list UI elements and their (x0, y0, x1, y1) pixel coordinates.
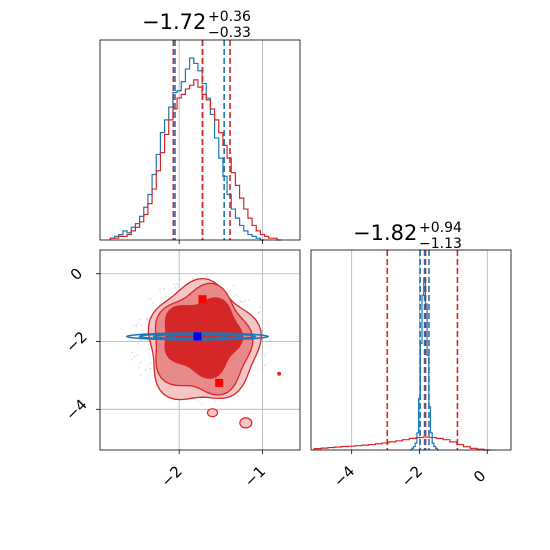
panel2-xtick-label-0: −2 (157, 462, 185, 490)
panel2-red-island (206, 408, 219, 418)
panel2-scatter-point (163, 287, 165, 290)
panel2-scatter-point (148, 348, 151, 351)
panel2-scatter-point (152, 302, 154, 305)
panel2-scatter-point (139, 339, 142, 342)
joint-density-panel: −2 −1 0 −2 −4 (62, 249, 301, 491)
panel3-series-1-step (313, 436, 491, 451)
panel2-scatter-point (135, 324, 138, 327)
panel2-scatter-point (243, 300, 246, 302)
panel2-scatter-point (234, 294, 237, 296)
panel2-ytick-label-0: 0 (67, 264, 86, 283)
panel2-scatter-point (130, 327, 132, 330)
panel2-scatter-point (173, 283, 176, 286)
panel2-scatter-point (237, 394, 240, 397)
panel1-series-0-step (109, 57, 265, 241)
panel1-title: −1.72 +0.36 −0.33 (142, 9, 251, 41)
panel2-blue-marker-0 (193, 332, 202, 341)
panel1-title-minus: −0.33 (208, 25, 251, 41)
panel2-frame (99, 249, 301, 451)
panel2-scatter-point (263, 355, 266, 357)
panel2-scatter-point (161, 297, 163, 300)
panel2-red-marker-0 (198, 295, 207, 304)
panel2-scatter-point (174, 286, 177, 289)
panel2-scatter-point (178, 280, 180, 283)
panel2-scatter-point (159, 288, 161, 291)
panel2-scatter-point (147, 339, 150, 342)
panel2-scatter-point (139, 318, 141, 321)
panel2-scatter-point (269, 339, 271, 341)
marginal-histogram-2: −4 −2 0 (310, 249, 512, 491)
panel2-scatter-point (214, 400, 217, 403)
panel2-scatter-point (199, 397, 202, 400)
panel2-red-island-dot (277, 371, 282, 376)
panel2-red-island (239, 417, 253, 429)
panel2-scatter-point (176, 283, 178, 285)
panel3-title-plus: +0.94 (419, 220, 462, 236)
panel2-scatter-point (131, 351, 134, 354)
panel2-scatter-point (264, 352, 267, 355)
panel2-scatter-point (258, 367, 260, 369)
panel2-scatter-point (135, 325, 137, 328)
panel2-scatter-point (141, 324, 143, 326)
panel2-ytick-label-2: −4 (62, 396, 90, 424)
panel3-title: −1.82 +0.94 −1.13 (353, 220, 462, 252)
panel2-scatter-point (149, 357, 151, 360)
panel2-scatter-point (150, 362, 152, 365)
panel2-scatter-point (165, 296, 168, 298)
panel2-scatter-point (261, 352, 263, 355)
panel2-scatter-point (139, 361, 142, 364)
panel2-xtick-label-1: −1 (241, 462, 269, 490)
panel2-scatter-point (200, 402, 203, 405)
marginal-histogram-1 (99, 39, 301, 244)
panel2-scatter-point (241, 301, 243, 303)
panel2-scatter-point (251, 381, 254, 384)
panel1-title-median: −1.72 (142, 10, 206, 34)
panel2-scatter-point (137, 342, 140, 345)
panel2-scatter-point (263, 364, 266, 367)
panel2-scatter-point (232, 284, 235, 287)
panel2-scatter-point (136, 354, 138, 356)
panel2-scatter-point (229, 290, 232, 292)
panel1-title-plus: +0.36 (208, 9, 251, 25)
panel2-scatter-point (146, 319, 148, 321)
panel2-scatter-point (197, 400, 200, 403)
panel3-title-minus: −1.13 (419, 236, 462, 252)
panel2-scatter-point (133, 355, 136, 358)
panel2-scatter-point (137, 366, 140, 369)
panel2-scatter-point (191, 278, 194, 280)
panel2-scatter-point (258, 306, 261, 309)
panel2-scatter-point (145, 317, 148, 320)
panel2-scatter-point (148, 298, 150, 301)
panel2-scatter-point (258, 312, 260, 315)
panel2-ytick-label-1: −2 (62, 328, 90, 356)
panel2-scatter-point (243, 389, 245, 392)
panel1-series-1-step (109, 79, 282, 241)
panel2-scatter-point (131, 324, 134, 326)
panel3-xtick-label-0: −4 (330, 462, 358, 490)
panel2-scatter-point (248, 298, 250, 301)
panel2-scatter-point (259, 310, 261, 313)
panel3-frame (310, 249, 512, 451)
panel2-scatter-point (150, 297, 152, 300)
panel3-xtick-label-2: 0 (470, 467, 489, 486)
panel1-frame (99, 39, 301, 241)
panel2-scatter-point (131, 358, 134, 361)
panel2-scatter-point (140, 374, 142, 376)
panel3-title-median: −1.82 (353, 221, 417, 245)
panel2-scatter-point (145, 368, 147, 371)
panel2-scatter-point (136, 322, 139, 324)
panel2-scatter-point (149, 367, 152, 370)
panel2-scatter-point (239, 300, 242, 303)
panel2-scatter-point (179, 278, 182, 281)
panel2-scatter-point (232, 396, 235, 399)
panel3-xtick-label-1: −2 (398, 462, 426, 490)
panel2-red-marker-1 (215, 378, 224, 387)
